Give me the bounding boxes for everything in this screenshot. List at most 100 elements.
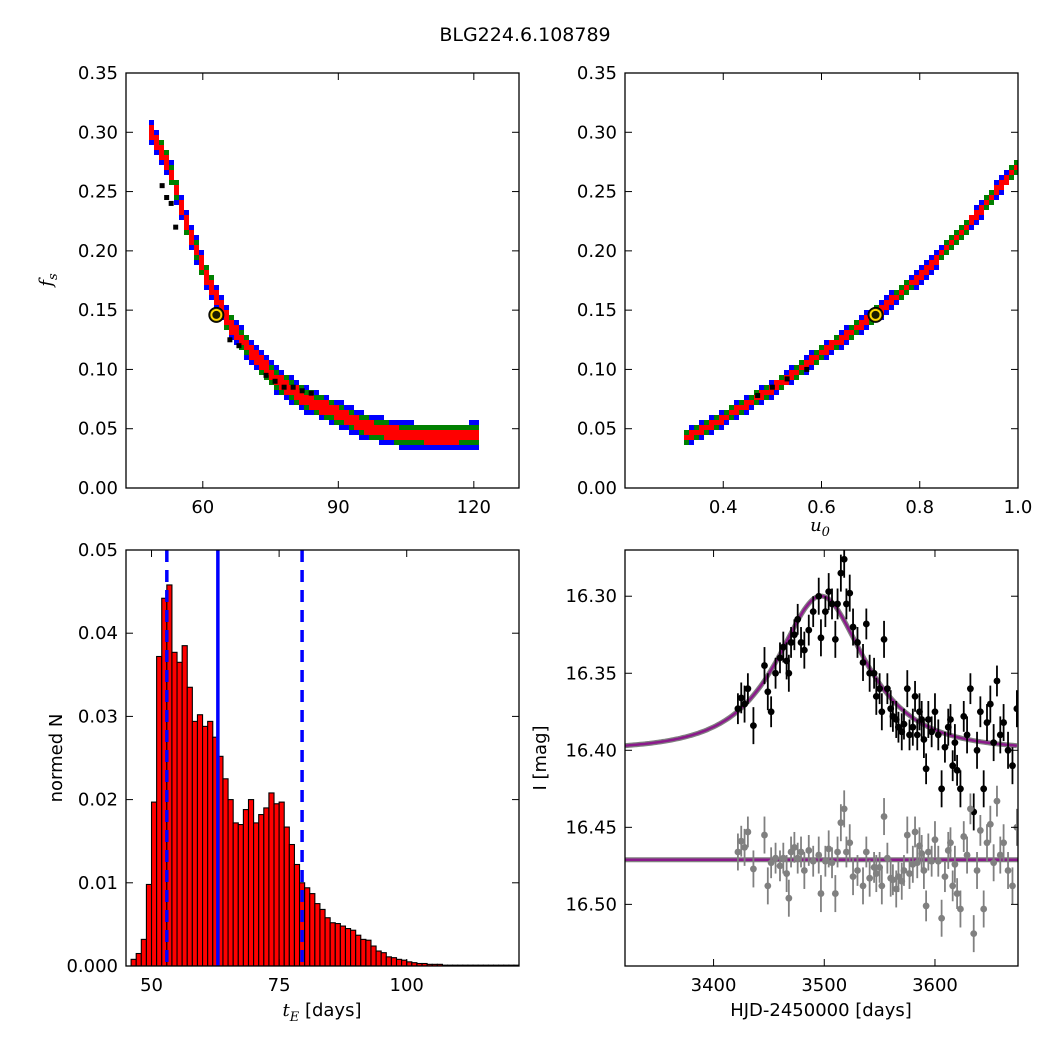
y-tick-label: 0.20 <box>78 241 118 262</box>
data-point <box>854 639 861 646</box>
region-cell <box>364 420 369 435</box>
histogram-bar <box>202 725 209 966</box>
histogram-bar <box>370 945 377 966</box>
data-point <box>976 708 984 716</box>
y-tick-label: 0.00 <box>577 478 617 499</box>
data-point <box>776 654 784 662</box>
data-point <box>1009 882 1016 890</box>
histogram-bar <box>319 908 326 966</box>
data-point <box>785 894 793 902</box>
region-cell <box>469 430 474 440</box>
data-point <box>797 848 805 856</box>
data-point <box>794 615 802 623</box>
plot-area <box>149 120 479 450</box>
data-point <box>1004 867 1012 874</box>
data-point <box>941 873 949 881</box>
y-tick-label: 0.00 <box>78 478 118 499</box>
region-cell <box>709 420 714 430</box>
confidence-region-inner <box>149 125 479 445</box>
region-cell <box>934 255 939 265</box>
histogram-bar <box>258 814 265 966</box>
data-point <box>840 805 848 813</box>
histogram-bar <box>130 958 137 966</box>
region-cell <box>919 270 924 280</box>
x-tick-label: 0.4 <box>709 497 738 518</box>
sample-cell-black <box>263 372 269 378</box>
data-point <box>903 685 911 693</box>
region-cell <box>744 400 749 410</box>
data-point <box>928 857 936 865</box>
data-point <box>809 608 817 616</box>
region-cell <box>254 350 259 365</box>
data-point <box>750 865 757 873</box>
region-cell <box>789 370 794 380</box>
data-point <box>785 669 793 677</box>
y-tick-label: 0.30 <box>577 122 617 143</box>
region-cell <box>444 430 449 445</box>
region-cell <box>794 370 799 375</box>
data-point <box>862 848 870 856</box>
region-cell <box>319 400 324 415</box>
region-cell <box>729 410 734 415</box>
y-tick-label: 0.15 <box>78 300 118 321</box>
data-point <box>947 839 954 847</box>
histogram-bar <box>344 928 352 966</box>
data-point <box>938 785 946 793</box>
data-point <box>983 719 991 726</box>
region-cell <box>899 290 904 295</box>
region-cell <box>434 430 439 445</box>
histogram-bar <box>360 938 367 966</box>
region-cell <box>749 400 754 405</box>
region-cell <box>209 280 214 295</box>
data-point <box>834 848 841 856</box>
region-cell <box>1004 175 1009 185</box>
data-point <box>906 870 913 877</box>
region-cell <box>909 280 914 285</box>
histogram-bar <box>283 826 290 966</box>
data-point <box>909 723 917 731</box>
x-tick-label: 100 <box>390 975 424 996</box>
data-point <box>821 608 829 616</box>
region-cell <box>199 255 204 270</box>
data-point <box>911 692 919 700</box>
region-cell <box>714 420 719 425</box>
data-point <box>960 713 968 720</box>
data-point <box>996 731 1004 739</box>
region-cell <box>684 435 689 440</box>
region-cell <box>149 125 154 140</box>
region-cell <box>249 345 254 360</box>
data-point <box>800 867 808 874</box>
y-tick-label: 0.25 <box>577 182 617 203</box>
region-cell <box>359 420 364 430</box>
region-cell <box>764 390 769 395</box>
histogram-bar <box>334 923 341 966</box>
y-tick-label: 0.04 <box>78 623 118 644</box>
region-cell <box>804 360 809 370</box>
data-point <box>872 870 880 877</box>
histogram-bar <box>293 863 301 966</box>
region-cell <box>1009 170 1014 175</box>
data-point <box>1000 719 1008 726</box>
histogram-bar <box>156 655 163 966</box>
data-point <box>949 882 957 890</box>
histogram-bar <box>309 893 316 966</box>
sample-cell-black <box>281 384 287 390</box>
data-point <box>870 669 878 677</box>
region-cell <box>834 340 839 345</box>
panel-fs-vs-te: 60 90 120 0.00 0.05 0.10 0.15 0.20 0.25 0.30 0.35 f… <box>36 63 520 518</box>
sample-cell-black <box>755 393 761 399</box>
sample-cell-black <box>804 366 810 372</box>
histogram-bar <box>324 917 331 966</box>
histogram-bar <box>339 925 347 966</box>
y-tick-label: 0.20 <box>577 241 617 262</box>
histogram-bar <box>268 792 275 966</box>
sample-cell-black <box>784 376 790 382</box>
histogram-bar <box>375 950 382 966</box>
data-point <box>846 839 854 847</box>
y-tick-label: 16.35 <box>565 663 617 684</box>
data-point <box>990 859 998 867</box>
region-cell <box>954 235 959 240</box>
data-point <box>889 876 897 884</box>
data-point <box>872 692 880 700</box>
plot-area <box>130 550 519 966</box>
